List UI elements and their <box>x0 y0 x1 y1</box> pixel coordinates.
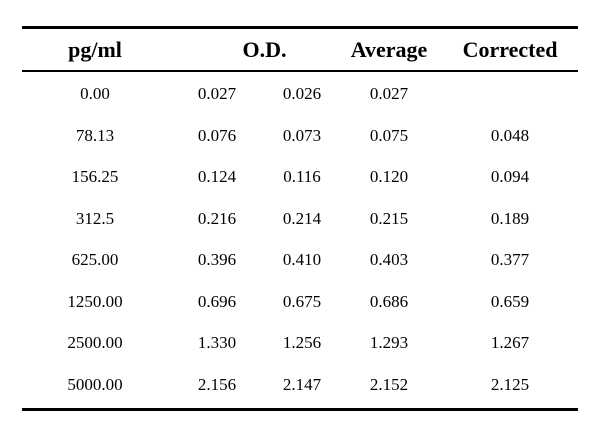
cell-od-1: 0.076 <box>197 125 237 145</box>
data-table: pg/ml O.D. Average Corrected 0.00 0.027 … <box>22 26 578 411</box>
cell-od-2: 0.116 <box>283 167 321 187</box>
cell-od-2: 0.675 <box>282 291 322 311</box>
cell-corrected: 0.377 <box>490 250 530 270</box>
cell-od-2: 0.410 <box>282 250 322 270</box>
cell-average: 1.293 <box>369 333 409 353</box>
table-row: 5000.00 2.156 2.147 2.152 2.125 <box>22 364 578 406</box>
cell-average: 2.152 <box>369 374 409 394</box>
cell-od-1: 1.330 <box>197 333 237 353</box>
cell-concentration: 156.25 <box>71 167 119 187</box>
cell-average: 0.686 <box>369 291 409 311</box>
header-concentration: pg/ml <box>68 36 122 62</box>
table-row: 156.25 0.124 0.116 0.120 0.094 <box>22 157 578 199</box>
cell-od-1: 0.216 <box>197 208 237 228</box>
cell-od-2: 0.026 <box>282 84 322 104</box>
cell-average: 0.075 <box>369 125 409 145</box>
table-row: 78.13 0.076 0.073 0.075 0.048 <box>22 115 578 157</box>
cell-concentration: 1250.00 <box>67 291 123 311</box>
cell-corrected <box>452 74 568 116</box>
cell-corrected: 1.267 <box>490 333 530 353</box>
cell-od-1: 0.124 <box>197 167 237 187</box>
cell-concentration: 625.00 <box>71 250 119 270</box>
table-row: 1250.00 0.696 0.675 0.686 0.659 <box>22 281 578 323</box>
table-row: 0.00 0.027 0.026 0.027 <box>22 74 578 116</box>
header-od: O.D. <box>242 36 287 62</box>
cell-corrected: 2.125 <box>490 374 530 394</box>
cell-od-1: 2.156 <box>197 374 237 394</box>
cell-corrected: 0.189 <box>490 208 530 228</box>
cell-od-2: 0.073 <box>282 125 322 145</box>
table-row: 2500.00 1.330 1.256 1.293 1.267 <box>22 323 578 365</box>
cell-average: 0.120 <box>369 167 409 187</box>
cell-average: 0.403 <box>369 250 409 270</box>
table-body: 0.00 0.027 0.026 0.027 78.13 0.076 0.073… <box>22 72 578 408</box>
cell-average: 0.215 <box>369 208 409 228</box>
cell-concentration: 312.5 <box>75 208 115 228</box>
cell-od-1: 0.396 <box>197 250 237 270</box>
cell-concentration: 0.00 <box>80 84 110 104</box>
table-row: 312.5 0.216 0.214 0.215 0.189 <box>22 198 578 240</box>
cell-od-2: 1.256 <box>282 333 322 353</box>
cell-od-1: 0.696 <box>197 291 237 311</box>
cell-corrected: 0.094 <box>490 167 530 187</box>
cell-concentration: 78.13 <box>75 125 115 145</box>
bottom-rule <box>22 407 578 411</box>
header-row: pg/ml O.D. Average Corrected <box>22 29 578 70</box>
top-rule <box>22 26 578 29</box>
cell-od-1: 0.027 <box>197 84 237 104</box>
header-corrected: Corrected <box>462 36 558 62</box>
cell-corrected: 0.048 <box>490 125 530 145</box>
header-rule <box>22 70 578 72</box>
cell-od-2: 2.147 <box>282 374 322 394</box>
cell-average: 0.027 <box>369 84 409 104</box>
table-row: 625.00 0.396 0.410 0.403 0.377 <box>22 240 578 282</box>
cell-od-2: 0.214 <box>282 208 322 228</box>
header-average: Average <box>350 36 428 62</box>
cell-corrected: 0.659 <box>490 291 530 311</box>
cell-concentration: 5000.00 <box>67 374 123 394</box>
cell-concentration: 2500.00 <box>67 333 123 353</box>
